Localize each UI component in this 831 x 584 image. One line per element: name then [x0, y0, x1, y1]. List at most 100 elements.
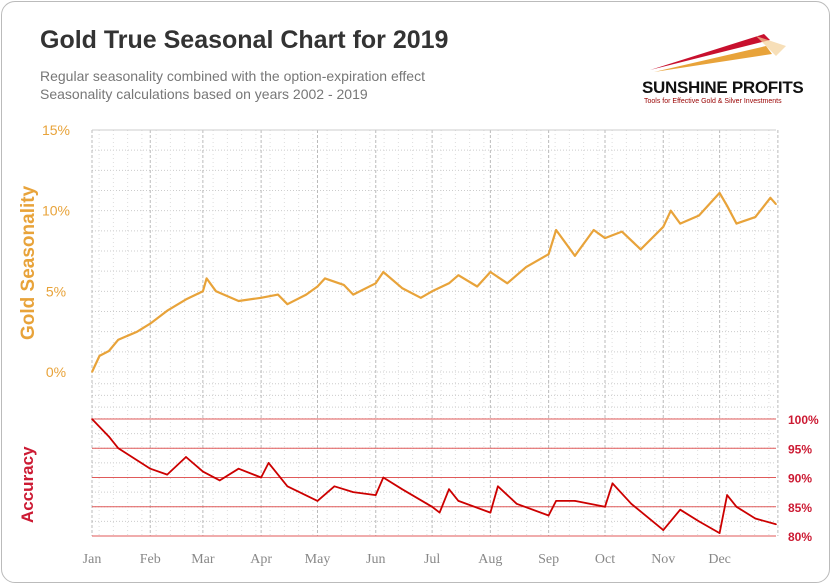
gold-seasonality-line-point: [669, 209, 672, 212]
month-tick-jan: Jan: [83, 552, 102, 567]
accuracy-y-tick: 90%: [788, 472, 812, 486]
month-tick-nov: Nov: [651, 552, 675, 567]
logo-tagline: Tools for Effective Gold & Silver Invest…: [644, 98, 782, 105]
accuracy-line-point: [286, 485, 289, 488]
accuracy-line-point: [574, 500, 576, 502]
gold-seasonality-line-point: [726, 205, 728, 207]
gold-seasonality-line-point: [592, 229, 595, 231]
accuracy-line-point: [497, 485, 499, 488]
accuracy-line-point: [260, 476, 262, 479]
accuracy-line-point: [237, 467, 240, 470]
accuracy-line-point: [555, 500, 557, 502]
gold-seasonality-line-point: [149, 322, 152, 325]
gold-seasonality-line-point: [476, 285, 479, 288]
gold-seasonality-line-point: [506, 282, 509, 285]
accuracy-line-point: [438, 511, 441, 514]
accuracy-line-point: [698, 520, 700, 523]
chart-subtitle-1: Regular seasonality combined with the op…: [40, 68, 425, 84]
gold-seasonality-line-point: [374, 282, 377, 285]
gold-seasonality-line-point: [286, 303, 289, 306]
gold-seasonality-line-point: [420, 296, 422, 299]
gold-seasonality-line-point: [448, 282, 450, 285]
gold-seasonality-line-point: [91, 371, 93, 373]
accuracy-y-tick: 100%: [788, 413, 819, 427]
gold-seasonality-line-point: [382, 271, 385, 273]
gold-seasonality-line-point: [305, 293, 308, 296]
month-tick-apr: Apr: [250, 552, 272, 567]
gold-seasonality-line-point: [277, 293, 279, 296]
accuracy-line-point: [401, 488, 403, 491]
gold-seasonality-line-point: [662, 226, 665, 228]
accuracy-line-point: [117, 447, 120, 450]
accuracy-line-point: [91, 418, 93, 420]
accuracy-y-tick: 85%: [788, 501, 812, 515]
chart-title: Gold True Seasonal Chart for 2019: [40, 26, 449, 54]
accuracy-line-point: [735, 505, 738, 508]
month-tick-mar: Mar: [191, 552, 215, 567]
accuracy-line-point: [448, 488, 450, 491]
gold-seasonality-line-point: [718, 192, 721, 194]
month-tick-oct: Oct: [595, 552, 615, 567]
gold-seasonality-line-point: [401, 287, 403, 289]
gold-y-tick: 15%: [42, 122, 70, 138]
gold-seasonality-line-point: [215, 290, 217, 293]
gold-seasonality-line-point: [489, 271, 492, 273]
gold-seasonality-line-point: [343, 284, 345, 286]
accuracy-line-point: [754, 517, 757, 520]
gold-seasonality-line-point: [108, 350, 110, 352]
gold-seasonality-line-point: [604, 237, 606, 239]
gold-seasonality-line-point: [754, 216, 757, 218]
accuracy-line-point: [149, 467, 152, 470]
accuracy-line-point: [457, 500, 460, 502]
accuracy-line-point: [775, 523, 777, 526]
accuracy-line-point: [316, 500, 319, 502]
accuracy-line: [91, 418, 777, 534]
gold-seasonality-line-point: [185, 298, 187, 301]
gold-seasonality-line-point: [166, 309, 168, 312]
gold-seasonality-line-point: [621, 230, 623, 233]
accuracy-line-point: [515, 503, 518, 505]
accuracy-line-point: [604, 505, 606, 508]
accuracy-line-point: [547, 514, 550, 517]
accuracy-line-point: [185, 456, 187, 458]
gold-seasonality-line-point: [555, 229, 557, 231]
gold-seasonality-line-point: [431, 290, 433, 293]
accuracy-line-point: [611, 482, 614, 485]
gold-seasonality-line-point: [202, 290, 204, 293]
gold-y-tick: 5%: [46, 283, 66, 299]
gold-seasonality-line-point: [117, 338, 120, 341]
accuracy-line-point: [431, 505, 433, 508]
gold-seasonality-line-point: [547, 253, 550, 256]
gold-seasonality-line-point: [679, 222, 681, 225]
logo-rays-icon: [650, 34, 786, 72]
month-tick-jun: Jun: [366, 552, 385, 567]
accuracy-line-point: [202, 470, 204, 473]
accuracy-line-point: [352, 491, 354, 493]
gold-seasonality-line-point: [324, 277, 326, 280]
gold-seasonality-line-point: [457, 274, 460, 277]
sunshine-profits-logo: SUNSHINE PROFITS Tools for Effective Gol…: [636, 16, 812, 116]
gold-y-tick: 0%: [46, 364, 66, 380]
gold-seasonality-line: [91, 191, 777, 373]
accuracy-y-tick: 80%: [788, 530, 812, 544]
gold-seasonality-line-point: [735, 222, 738, 225]
gold-seasonality-line-point: [698, 214, 700, 217]
month-tick-feb: Feb: [140, 552, 161, 567]
month-tick-sep: Sep: [538, 552, 559, 567]
accuracy-line-point: [374, 494, 377, 496]
gold-seasonality-line-point: [639, 248, 642, 251]
accuracy-y-tick: 95%: [788, 442, 812, 456]
accuracy-line-point: [662, 529, 665, 531]
month-tick-dec: Dec: [708, 552, 731, 567]
accuracy-line-point: [166, 473, 168, 476]
accuracy-line-point: [333, 485, 336, 488]
logo-name: SUNSHINE PROFITS: [642, 78, 804, 97]
accuracy-line-point: [718, 532, 721, 534]
accuracy-line-point: [489, 511, 492, 514]
accuracy-line-point: [108, 435, 110, 438]
month-tick-aug: Aug: [478, 552, 502, 567]
gold-seasonality-line-point: [237, 300, 240, 302]
accuracy-line-point: [267, 462, 270, 464]
